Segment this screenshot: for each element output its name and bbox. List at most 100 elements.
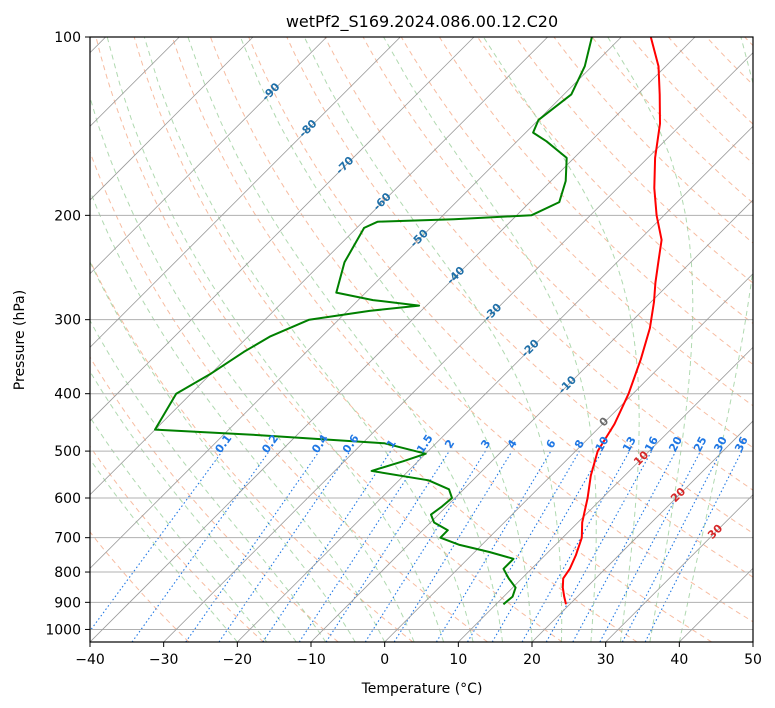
x-tick-label: 10 xyxy=(449,652,467,668)
isobar-grid xyxy=(90,37,753,630)
moist-adiabat xyxy=(90,458,238,642)
isotherm-gridline xyxy=(458,346,753,642)
temperature-line xyxy=(561,37,663,605)
isotherm-gridline xyxy=(237,125,753,642)
x-axis-label: Temperature (°C) xyxy=(361,681,483,697)
moist-adiabat xyxy=(143,37,474,642)
mixing-ratio-line xyxy=(218,450,351,642)
plot-frame xyxy=(89,36,754,643)
mixing-ratio-line xyxy=(545,450,653,642)
x-tick-label: 0 xyxy=(380,652,389,668)
plot-area: 0.1 0.2 0.4 0.6 1 1.5 2 3 4 6 8 10 13 16 20 25 30 36-90-8… xyxy=(90,37,753,642)
isotherm-gridline xyxy=(90,37,696,642)
x-axis-ticks: −40 −30 −20 −10 0 10 20 30 40 50 xyxy=(75,642,762,668)
y-tick-label: 1000 xyxy=(45,622,81,638)
isotherm-gridline xyxy=(163,52,753,642)
y-tick-label: 700 xyxy=(54,531,81,547)
mixing-ratio-label: 25 xyxy=(691,434,710,454)
x-tick-label: 20 xyxy=(523,652,541,668)
x-tick-label: 40 xyxy=(670,652,688,668)
isotherm-gridline xyxy=(90,37,327,275)
mixing-ratio-line xyxy=(325,450,450,642)
dry-adiabat xyxy=(133,37,638,642)
y-tick-label: 400 xyxy=(54,387,81,403)
isotherm-grid xyxy=(90,37,753,642)
isotherm-label: 20 xyxy=(668,485,688,505)
dry-adiabat xyxy=(95,37,563,642)
y-tick-label: 900 xyxy=(54,595,81,611)
mixing-ratio-line xyxy=(491,450,603,642)
mixing-ratio-label: 0.6 xyxy=(340,432,362,456)
isotherm-label: -60 xyxy=(371,190,394,213)
mixing-ratio-line xyxy=(364,450,486,642)
dry-adiabat xyxy=(744,37,753,47)
mixing-ratio-line xyxy=(90,450,223,632)
x-tick-label: 50 xyxy=(744,652,762,668)
mixing-ratio-label: 6 xyxy=(544,437,559,451)
isotherm-gridline xyxy=(531,420,753,642)
dry-adiabat xyxy=(286,37,753,534)
isotherm-label: 30 xyxy=(705,521,725,541)
moist-adiabat xyxy=(90,95,415,642)
mixing-ratio-label: 2 xyxy=(442,437,457,450)
y-axis-ticks: 100 200 300 400 500 600 700 800 900 1000 xyxy=(45,30,90,638)
mixing-ratio-line xyxy=(644,450,743,642)
isotherm-gridline xyxy=(310,199,753,642)
isotherm-gridline xyxy=(384,273,753,642)
mixing-ratio-label: 1 xyxy=(384,437,399,451)
moist-adiabat xyxy=(90,319,327,642)
isotherm-gridline xyxy=(752,641,753,642)
isotherm-label: -50 xyxy=(408,226,431,249)
x-tick-label: −20 xyxy=(223,652,253,668)
mixing-ratio-line xyxy=(467,450,580,642)
mixing-ratio-line xyxy=(185,450,320,642)
isotherm-gridline xyxy=(90,37,475,422)
dry-adiabat xyxy=(591,37,753,204)
y-tick-label: 600 xyxy=(54,491,81,507)
mixing-ratio-label: 0.1 xyxy=(212,432,234,455)
moist-adiabat xyxy=(607,37,694,642)
dry-adiabat xyxy=(706,37,753,86)
dry-adiabat xyxy=(668,37,753,125)
dewpoint-line xyxy=(154,37,593,606)
moist-adiabat xyxy=(187,37,503,642)
isotherm-gridline xyxy=(679,567,753,642)
mixing-ratio-line xyxy=(521,450,630,642)
mixing-ratio-lines xyxy=(90,450,743,642)
mixing-ratio-label: 36 xyxy=(732,434,751,454)
isotherm-label: -40 xyxy=(444,264,467,287)
dry-adiabat xyxy=(90,150,488,642)
y-tick-label: 800 xyxy=(54,565,81,581)
mixing-ratio-line xyxy=(262,450,392,642)
y-tick-label: 200 xyxy=(54,208,81,224)
mixing-ratio-label: 30 xyxy=(711,434,730,454)
y-axis-label: Pressure (hPa) xyxy=(12,290,28,390)
x-tick-label: −10 xyxy=(296,652,326,668)
isotherm-gridline xyxy=(90,37,622,569)
isotherm-label: -90 xyxy=(259,80,282,103)
moist-adiabat xyxy=(303,37,563,642)
dry-adiabat xyxy=(248,37,753,578)
mixing-ratio-label: 0.4 xyxy=(309,432,331,456)
y-tick-label: 100 xyxy=(54,30,81,46)
y-tick-label: 300 xyxy=(54,313,81,329)
y-tick-label: 500 xyxy=(54,444,81,460)
isotherm-label: 0 xyxy=(597,414,612,429)
dry-adiabat xyxy=(438,37,753,366)
dry-adiabat xyxy=(400,37,753,407)
moist-adiabat xyxy=(90,416,268,642)
mixing-ratio-label: 4 xyxy=(505,437,520,451)
mixing-ratio-line xyxy=(393,450,513,642)
dry-adiabat xyxy=(515,37,753,284)
dry-adiabat xyxy=(210,37,753,623)
isotherm-gridline xyxy=(90,37,548,496)
mixing-ratio-line xyxy=(435,450,552,642)
dry-adiabat xyxy=(324,37,753,491)
sounding-series xyxy=(154,37,663,606)
x-tick-label: −40 xyxy=(75,652,105,668)
mixing-ratio-line xyxy=(572,450,677,642)
isotherm-gridline xyxy=(605,494,753,642)
moist-adiabat xyxy=(106,37,445,642)
dry-adiabat xyxy=(90,445,264,642)
